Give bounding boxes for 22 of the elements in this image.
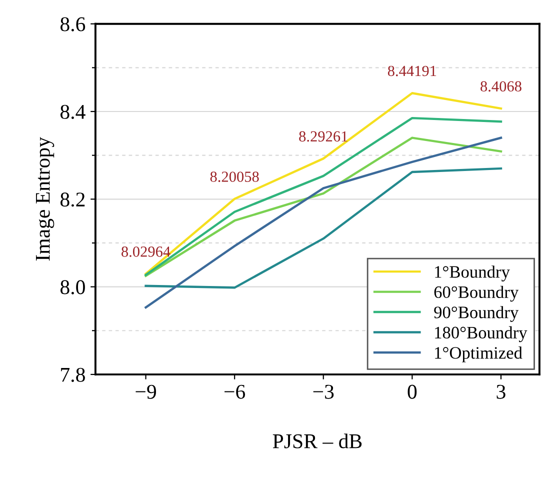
legend-label: 180°Boundry (435, 326, 528, 342)
y-tick-label: 7.8 (61, 368, 85, 382)
y-tick-label: 8.4 (60, 104, 86, 120)
y-tick-label: 8.6 (60, 17, 86, 32)
x-axis-title: PJSR – dB (272, 434, 362, 448)
x-tick-label: 3 (496, 384, 506, 399)
legend-label: 90°Boundry (434, 306, 519, 322)
legend-label: 1°Optimized (435, 346, 522, 362)
legend-label: 60°Boundry (434, 286, 519, 302)
annotation: 8.4068 (480, 81, 522, 92)
y-tick-label: 8.2 (60, 192, 85, 207)
annotation: 8.29261 (299, 131, 348, 142)
annotation: 8.20058 (210, 172, 259, 182)
y-axis-title: Image Entropy (36, 137, 54, 261)
y-tick-label: 8.0 (60, 280, 85, 294)
annotation: 8.44191 (388, 66, 436, 76)
x-tick-label: −3 (313, 384, 334, 399)
x-tick-label: 0 (408, 384, 417, 399)
x-tick-label: −9 (136, 384, 156, 399)
legend-label: 1°Boundry (435, 266, 510, 282)
x-tick-label: −6 (224, 384, 246, 399)
annotation: 8.02964 (122, 246, 170, 257)
